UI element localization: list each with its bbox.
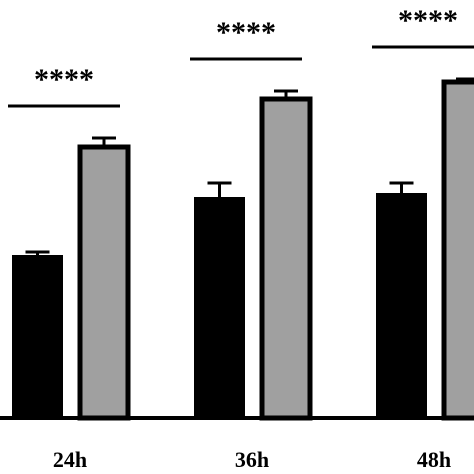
bar: [12, 255, 63, 418]
x-tick-label: 48h: [417, 447, 451, 472]
bar: [77, 144, 131, 421]
significance-label: ****: [34, 63, 94, 96]
bar: [259, 96, 313, 421]
significance-label: ****: [398, 4, 458, 37]
significance-label: ****: [216, 16, 276, 49]
bar: [376, 193, 427, 418]
bar: [441, 79, 474, 421]
bar: [194, 197, 245, 418]
x-tick-label: 24h: [53, 447, 87, 472]
x-tick-label: 36h: [235, 447, 269, 472]
